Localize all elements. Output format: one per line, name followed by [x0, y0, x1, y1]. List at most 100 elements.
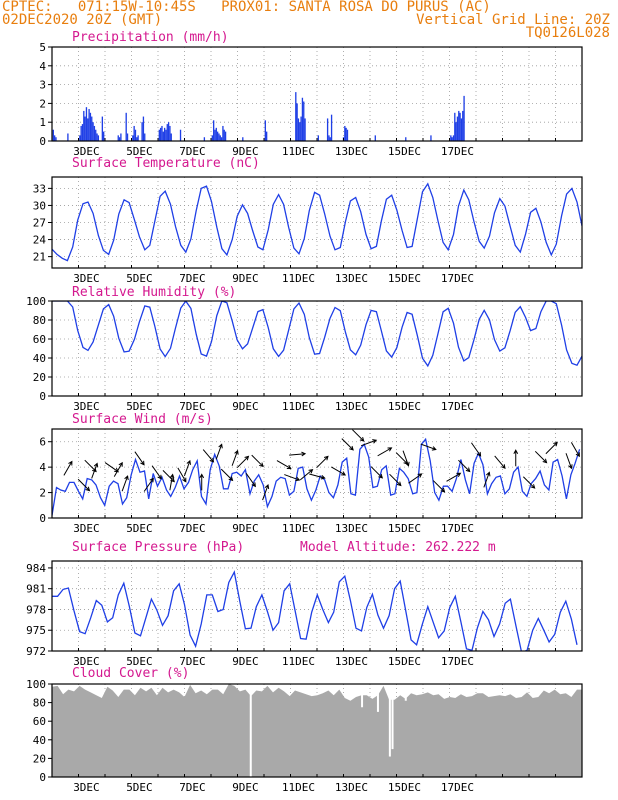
y-tick-label: 0: [39, 390, 46, 403]
x-tick-label: 5DEC: [126, 655, 153, 668]
precip-bar: [93, 125, 96, 141]
cloud-gap: [361, 684, 364, 708]
precip-bar: [161, 125, 163, 141]
precip-bar: [55, 137, 57, 141]
x-tick-label: 5DEC: [126, 272, 153, 285]
precip-bar: [299, 122, 301, 141]
x-tick-label: 11DEC: [282, 655, 315, 668]
wind-arrow: [262, 484, 270, 501]
precip-bar: [215, 127, 217, 141]
x-tick-label: 7DEC: [179, 655, 206, 668]
x-tick-label: 5DEC: [126, 400, 153, 413]
precip-bar: [162, 131, 164, 141]
precip-bar: [89, 112, 92, 141]
x-tick-label: 9DEC: [232, 145, 259, 158]
precip-bar: [136, 137, 138, 141]
x-tick-label: 13DEC: [335, 400, 368, 413]
precip-bar: [452, 135, 455, 141]
x-tick-label: 15DEC: [388, 145, 421, 158]
panel-4: Surface Wind (m/s) 0 2 4 6 3DEC 5DEC 7DEC 9DEC 11…: [39, 412, 583, 535]
y-tick-label: 20: [33, 371, 46, 384]
panel-title: Surface Temperature (nC): [72, 156, 260, 171]
panel-title: Precipitation (mm/h): [72, 30, 229, 45]
x-tick-label: 13DEC: [335, 655, 368, 668]
wind-arrow: [215, 443, 223, 460]
y-tick-label: 2: [39, 487, 46, 500]
precip-bar: [222, 125, 224, 141]
x-tick-label: 17DEC: [441, 145, 474, 158]
y-tick-label: 100: [26, 295, 46, 308]
wind-arrow: [299, 468, 314, 481]
x-tick-label: 3DEC: [73, 400, 100, 413]
cloud-area: [52, 684, 582, 777]
precip-bar: [80, 125, 82, 141]
precip-bar: [219, 135, 221, 141]
precip-bar: [463, 95, 465, 141]
precip-bar: [95, 129, 97, 141]
wind-arrow: [104, 462, 120, 473]
precip-bar: [326, 118, 329, 141]
precip-bar: [52, 129, 54, 141]
wind-arrow: [276, 460, 292, 470]
y-tick-label: 981: [26, 583, 46, 596]
wind-arrow: [183, 459, 191, 477]
precip-bar: [462, 110, 464, 141]
precip-bar: [134, 129, 137, 141]
y-tick-label: 40: [33, 352, 46, 365]
wind-arrow: [570, 442, 580, 458]
wind-arrow: [202, 449, 215, 463]
panel-subtitle: Model Altitude: 262.222 m: [300, 540, 496, 555]
precip-bar: [103, 131, 105, 141]
precip-bar: [264, 120, 266, 141]
precip-bar: [304, 118, 306, 141]
x-tick-label: 15DEC: [388, 400, 421, 413]
wind-arrow: [284, 474, 301, 482]
panel-5: Surface Pressure (hPa) Model Altitude: 26…: [26, 540, 583, 668]
wind-arrow: [534, 450, 548, 464]
cloud-gap: [391, 684, 394, 750]
wind-arrow: [134, 451, 145, 466]
precip-bar: [374, 135, 376, 141]
precip-bar: [303, 101, 305, 141]
precip-bar: [88, 109, 90, 141]
x-tick-label: 17DEC: [441, 522, 474, 535]
x-tick-label: 7DEC: [179, 272, 206, 285]
precip-bar: [53, 135, 56, 141]
wind-arrow: [121, 475, 129, 492]
x-tick-label: 7DEC: [179, 145, 206, 158]
plot-area: [52, 684, 582, 777]
precip-bar: [101, 116, 104, 141]
wind-arrow: [420, 443, 437, 451]
precip-bar: [450, 135, 452, 141]
plot-area: [52, 301, 582, 368]
precip-bar: [166, 124, 168, 141]
precip-bar: [346, 129, 349, 141]
precip-bar: [345, 127, 347, 141]
precip-bar: [137, 135, 139, 141]
panel-6: Cloud Cover (%) 0 20 40 60 80 100 3DEC 5DEC 7DEC 9…: [26, 666, 583, 794]
y-tick-label: 60: [33, 333, 46, 346]
precip-bar: [456, 116, 459, 141]
panel-1: Precipitation (mm/h) 0 1 2 3 4 5 3DEC 5DEC 7DEC 9D…: [39, 30, 583, 158]
y-tick-label: 2: [39, 97, 46, 110]
precip-bar: [96, 133, 98, 141]
precip-bar: [203, 137, 206, 141]
wind-arrow: [113, 461, 123, 477]
x-tick-label: 5DEC: [126, 522, 153, 535]
x-tick-label: 5DEC: [126, 145, 153, 158]
x-tick-label: 13DEC: [335, 145, 368, 158]
precip-bar: [301, 97, 304, 141]
precip-bar: [141, 122, 143, 141]
cloud-gap: [388, 684, 391, 757]
panel-3: Relative Humidity (%) 0 20 40 60 80 100 3DEC 5DE…: [26, 285, 583, 413]
y-tick-label: 100: [26, 678, 46, 691]
y-tick-label: 24: [33, 234, 47, 247]
x-tick-label: 15DEC: [388, 781, 421, 794]
precip-bar: [165, 129, 167, 141]
x-tick-label: 9DEC: [232, 781, 259, 794]
wind-arrow: [341, 438, 354, 451]
precip-bar: [159, 127, 162, 141]
precip-bar: [223, 129, 225, 141]
precip-bar: [91, 116, 93, 141]
x-tick-label: 13DEC: [335, 522, 368, 535]
